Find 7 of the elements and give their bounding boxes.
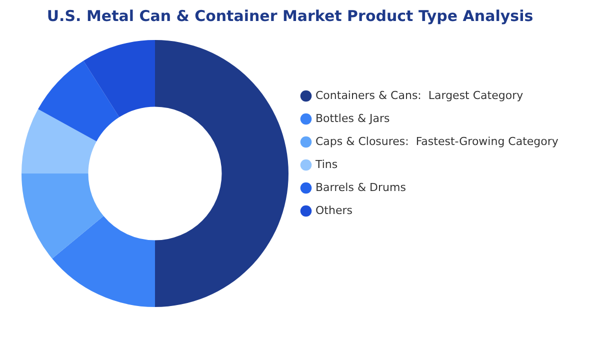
legend-label: Bottles & Jars — [316, 112, 390, 125]
legend-label: Barrels & Drums — [316, 180, 406, 194]
chart-title: U.S. Metal Can & Container Market Product Type Analysis — [46, 6, 534, 25]
legend-label: Others — [316, 204, 353, 217]
legend-label: Tins — [314, 158, 338, 171]
legend-label: Caps & Closures: Fastest-Growing Category — [316, 134, 559, 148]
legend-label: Containers & Cans: Largest Category — [316, 88, 524, 102]
